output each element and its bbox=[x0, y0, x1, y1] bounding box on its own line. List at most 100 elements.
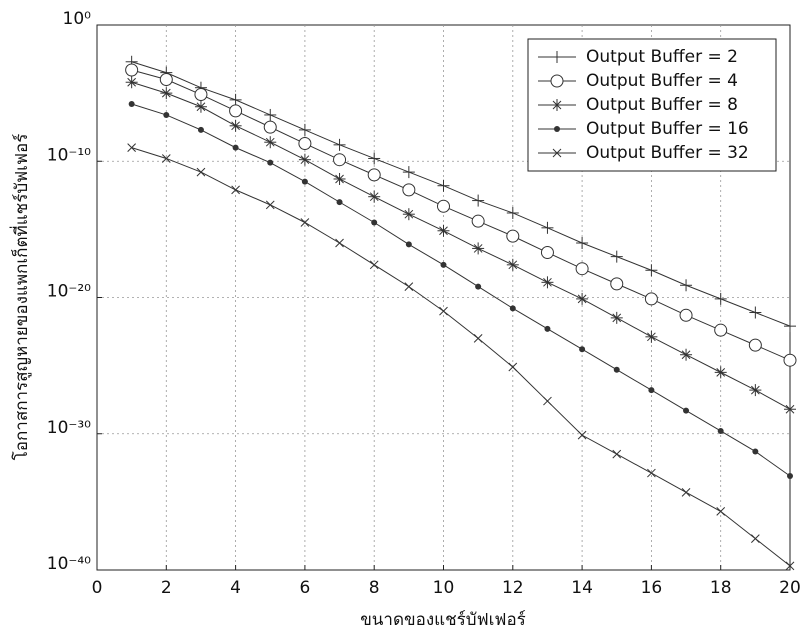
y-tick-label: 10⁻⁴⁰ bbox=[47, 554, 91, 574]
marker-stroke bbox=[785, 404, 795, 414]
marker bbox=[683, 407, 690, 414]
marker-shape bbox=[610, 277, 624, 291]
marker bbox=[367, 168, 381, 182]
marker-stroke bbox=[265, 137, 275, 147]
marker bbox=[229, 119, 242, 132]
marker-stroke bbox=[750, 534, 760, 544]
marker bbox=[127, 143, 137, 152]
marker-stroke bbox=[439, 226, 448, 236]
marker bbox=[369, 260, 379, 270]
marker bbox=[405, 241, 412, 248]
marker bbox=[264, 108, 277, 121]
marker bbox=[576, 237, 589, 249]
marker-stroke bbox=[300, 218, 310, 227]
marker-shape bbox=[550, 74, 564, 88]
marker bbox=[300, 218, 310, 227]
marker bbox=[194, 88, 208, 102]
marker bbox=[264, 136, 277, 149]
marker bbox=[679, 308, 693, 322]
marker-stroke bbox=[196, 167, 206, 177]
marker bbox=[437, 224, 450, 237]
y-tick-label: 10⁰ bbox=[63, 9, 92, 29]
x-tick-label: 20 bbox=[779, 578, 801, 598]
marker-stroke bbox=[577, 294, 587, 304]
marker bbox=[543, 396, 552, 406]
marker bbox=[613, 366, 620, 373]
marker bbox=[371, 219, 378, 226]
y-tick-label: 10⁻³⁰ bbox=[47, 418, 91, 438]
marker-stroke bbox=[647, 332, 656, 342]
marker-shape bbox=[194, 88, 208, 102]
marker-shape bbox=[683, 407, 690, 414]
marker bbox=[439, 306, 448, 316]
marker bbox=[472, 242, 485, 255]
marker bbox=[509, 305, 516, 312]
marker bbox=[404, 282, 414, 291]
marker bbox=[610, 277, 624, 291]
marker-stroke bbox=[681, 487, 691, 497]
y-axis-label: โอกาสการสูญหายของแพกเก็ตที่แชร์บัฟเฟอร์ bbox=[9, 134, 32, 461]
y-tick-label: 10⁻¹⁰ bbox=[47, 145, 91, 165]
marker bbox=[437, 179, 450, 192]
x-tick-label: 10 bbox=[433, 578, 455, 598]
marker bbox=[748, 338, 762, 352]
marker bbox=[544, 325, 551, 332]
marker-stroke bbox=[127, 143, 137, 152]
marker bbox=[301, 178, 308, 185]
marker-stroke bbox=[552, 148, 562, 158]
marker-stroke bbox=[577, 430, 587, 440]
marker-stroke bbox=[300, 155, 310, 165]
marker bbox=[368, 152, 381, 165]
marker bbox=[128, 100, 135, 107]
marker-shape bbox=[554, 126, 560, 132]
marker bbox=[714, 366, 727, 379]
series-line bbox=[131, 61, 791, 327]
x-tick-label: 12 bbox=[502, 578, 524, 598]
marker bbox=[229, 93, 242, 106]
marker-stroke bbox=[404, 282, 414, 291]
legend-marker bbox=[550, 74, 564, 88]
marker-shape bbox=[717, 427, 724, 434]
marker bbox=[160, 87, 173, 100]
marker bbox=[335, 238, 344, 248]
marker bbox=[194, 100, 207, 113]
marker-shape bbox=[333, 153, 347, 167]
marker-shape bbox=[263, 120, 277, 134]
marker bbox=[163, 111, 170, 118]
marker-shape bbox=[405, 241, 412, 248]
marker bbox=[541, 221, 554, 234]
marker-shape bbox=[787, 473, 793, 480]
marker bbox=[575, 262, 589, 276]
marker bbox=[784, 320, 796, 333]
marker bbox=[263, 120, 277, 134]
marker-shape bbox=[544, 325, 551, 332]
x-tick-label: 6 bbox=[299, 578, 310, 598]
marker-shape bbox=[163, 111, 170, 118]
marker-stroke bbox=[716, 368, 726, 377]
marker bbox=[750, 534, 760, 544]
marker bbox=[506, 258, 519, 271]
x-tick-label: 8 bbox=[369, 578, 380, 598]
marker-shape bbox=[371, 219, 378, 226]
legend-marker bbox=[551, 99, 563, 111]
legend-marker bbox=[552, 148, 562, 158]
marker-stroke bbox=[231, 121, 240, 131]
marker bbox=[717, 427, 724, 434]
marker bbox=[714, 292, 727, 305]
marker bbox=[714, 323, 728, 337]
marker-shape bbox=[714, 323, 728, 337]
marker-shape bbox=[475, 283, 482, 290]
marker bbox=[298, 153, 311, 166]
marker bbox=[471, 214, 485, 228]
marker bbox=[716, 507, 726, 516]
marker bbox=[787, 473, 793, 480]
marker-stroke bbox=[231, 185, 240, 195]
legend-label: Output Buffer = 8 bbox=[586, 95, 738, 115]
marker-shape bbox=[752, 448, 759, 455]
marker-shape bbox=[298, 137, 312, 151]
marker-stroke bbox=[543, 396, 552, 406]
marker-shape bbox=[125, 63, 139, 77]
marker-stroke bbox=[335, 174, 344, 184]
marker bbox=[298, 123, 311, 136]
